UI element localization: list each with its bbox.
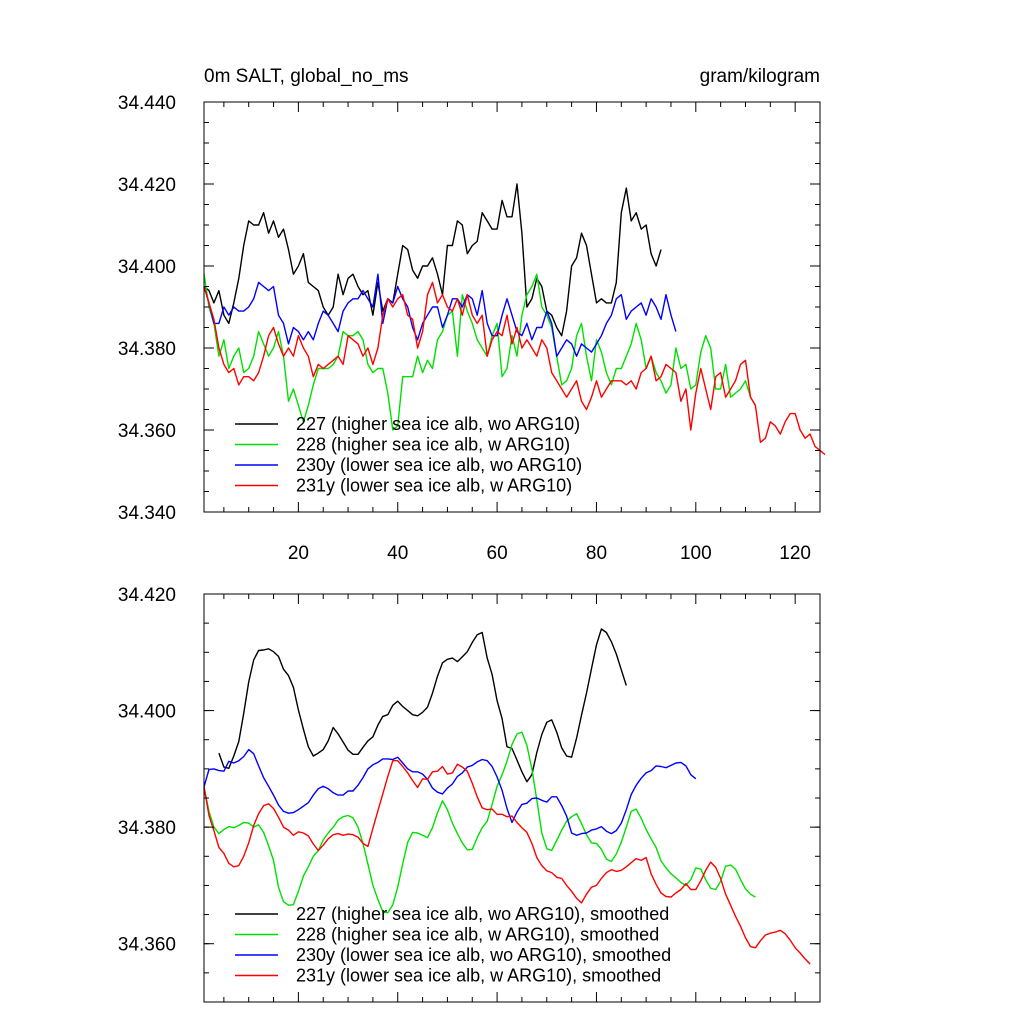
top-series-line-228 <box>203 273 757 431</box>
top-x-tick-label: 20 <box>288 543 309 564</box>
bottom-plot-frame <box>203 593 821 1003</box>
top-chart-title-left: 0m SALT, global_no_ms <box>204 66 409 87</box>
bottom-legend-label-227: 227 (higher sea ice alb, wo ARG10), smoo… <box>296 904 669 924</box>
top-series-line-230y <box>203 273 677 357</box>
top-y-tick-label: 34.440 <box>118 93 176 114</box>
top-x-tick-label: 100 <box>680 543 712 564</box>
bottom-series-group <box>203 628 811 965</box>
top-y-tick-label: 34.380 <box>118 339 176 360</box>
top-x-tick-label: 80 <box>586 543 607 564</box>
top-x-tick-label: 60 <box>487 543 508 564</box>
bottom-legend-label-230y: 230y (lower sea ice alb, wo ARG10), smoo… <box>296 945 671 965</box>
top-y-tick-label: 34.420 <box>118 175 176 196</box>
top-series-line-227 <box>203 183 662 337</box>
bottom-chart-panel: 34.360 34.380 34.400 34.420 227 (higher sea… <box>118 585 821 1003</box>
bottom-y-tick-label: 34.420 <box>118 585 176 606</box>
bottom-y-tick-label: 34.360 <box>118 935 176 956</box>
top-legend: 227 (higher sea ice alb, wo ARG10)228 (h… <box>235 414 582 496</box>
bottom-legend-label-228: 228 (higher sea ice alb, w ARG10), smoot… <box>296 925 659 945</box>
top-legend-label-227: 227 (higher sea ice alb, wo ARG10) <box>296 414 580 434</box>
bottom-series-line-230y <box>203 748 697 836</box>
bottom-legend-label-231y: 231y (lower sea ice alb, w ARG10), smoot… <box>296 966 661 986</box>
top-chart-panel: 0m SALT, global_no_ms gram/kilogram 20 40… <box>118 66 826 564</box>
top-series-line-231y <box>203 281 826 456</box>
bottom-series-line-231y <box>203 760 811 965</box>
top-x-tick-label: 40 <box>387 543 408 564</box>
top-chart-units-label: gram/kilogram <box>700 66 820 87</box>
top-legend-label-228: 228 (higher sea ice alb, w ARG10) <box>296 435 570 455</box>
top-y-tick-label: 34.360 <box>118 421 176 442</box>
top-x-tick-label: 120 <box>779 543 811 564</box>
top-y-tick-label: 34.400 <box>118 257 176 278</box>
bottom-series-line-227 <box>218 628 627 783</box>
bottom-legend: 227 (higher sea ice alb, wo ARG10), smoo… <box>235 904 671 986</box>
bottom-y-tick-label: 34.380 <box>118 818 176 839</box>
top-y-tick-label: 34.340 <box>118 503 176 524</box>
top-plot-frame <box>203 101 821 513</box>
top-ticks-group: 20 40 60 80 100 120 34.340 34.360 34.380 34.400 34… <box>118 93 821 564</box>
bottom-series-line-228 <box>203 731 756 914</box>
top-legend-label-231y: 231y (lower sea ice alb, w ARG10) <box>296 476 572 496</box>
top-legend-label-230y: 230y (lower sea ice alb, wo ARG10) <box>296 455 582 475</box>
bottom-ticks-group: 34.360 34.380 34.400 34.420 <box>118 585 821 1003</box>
top-series-group <box>203 183 826 456</box>
bottom-y-tick-label: 34.400 <box>118 702 176 723</box>
